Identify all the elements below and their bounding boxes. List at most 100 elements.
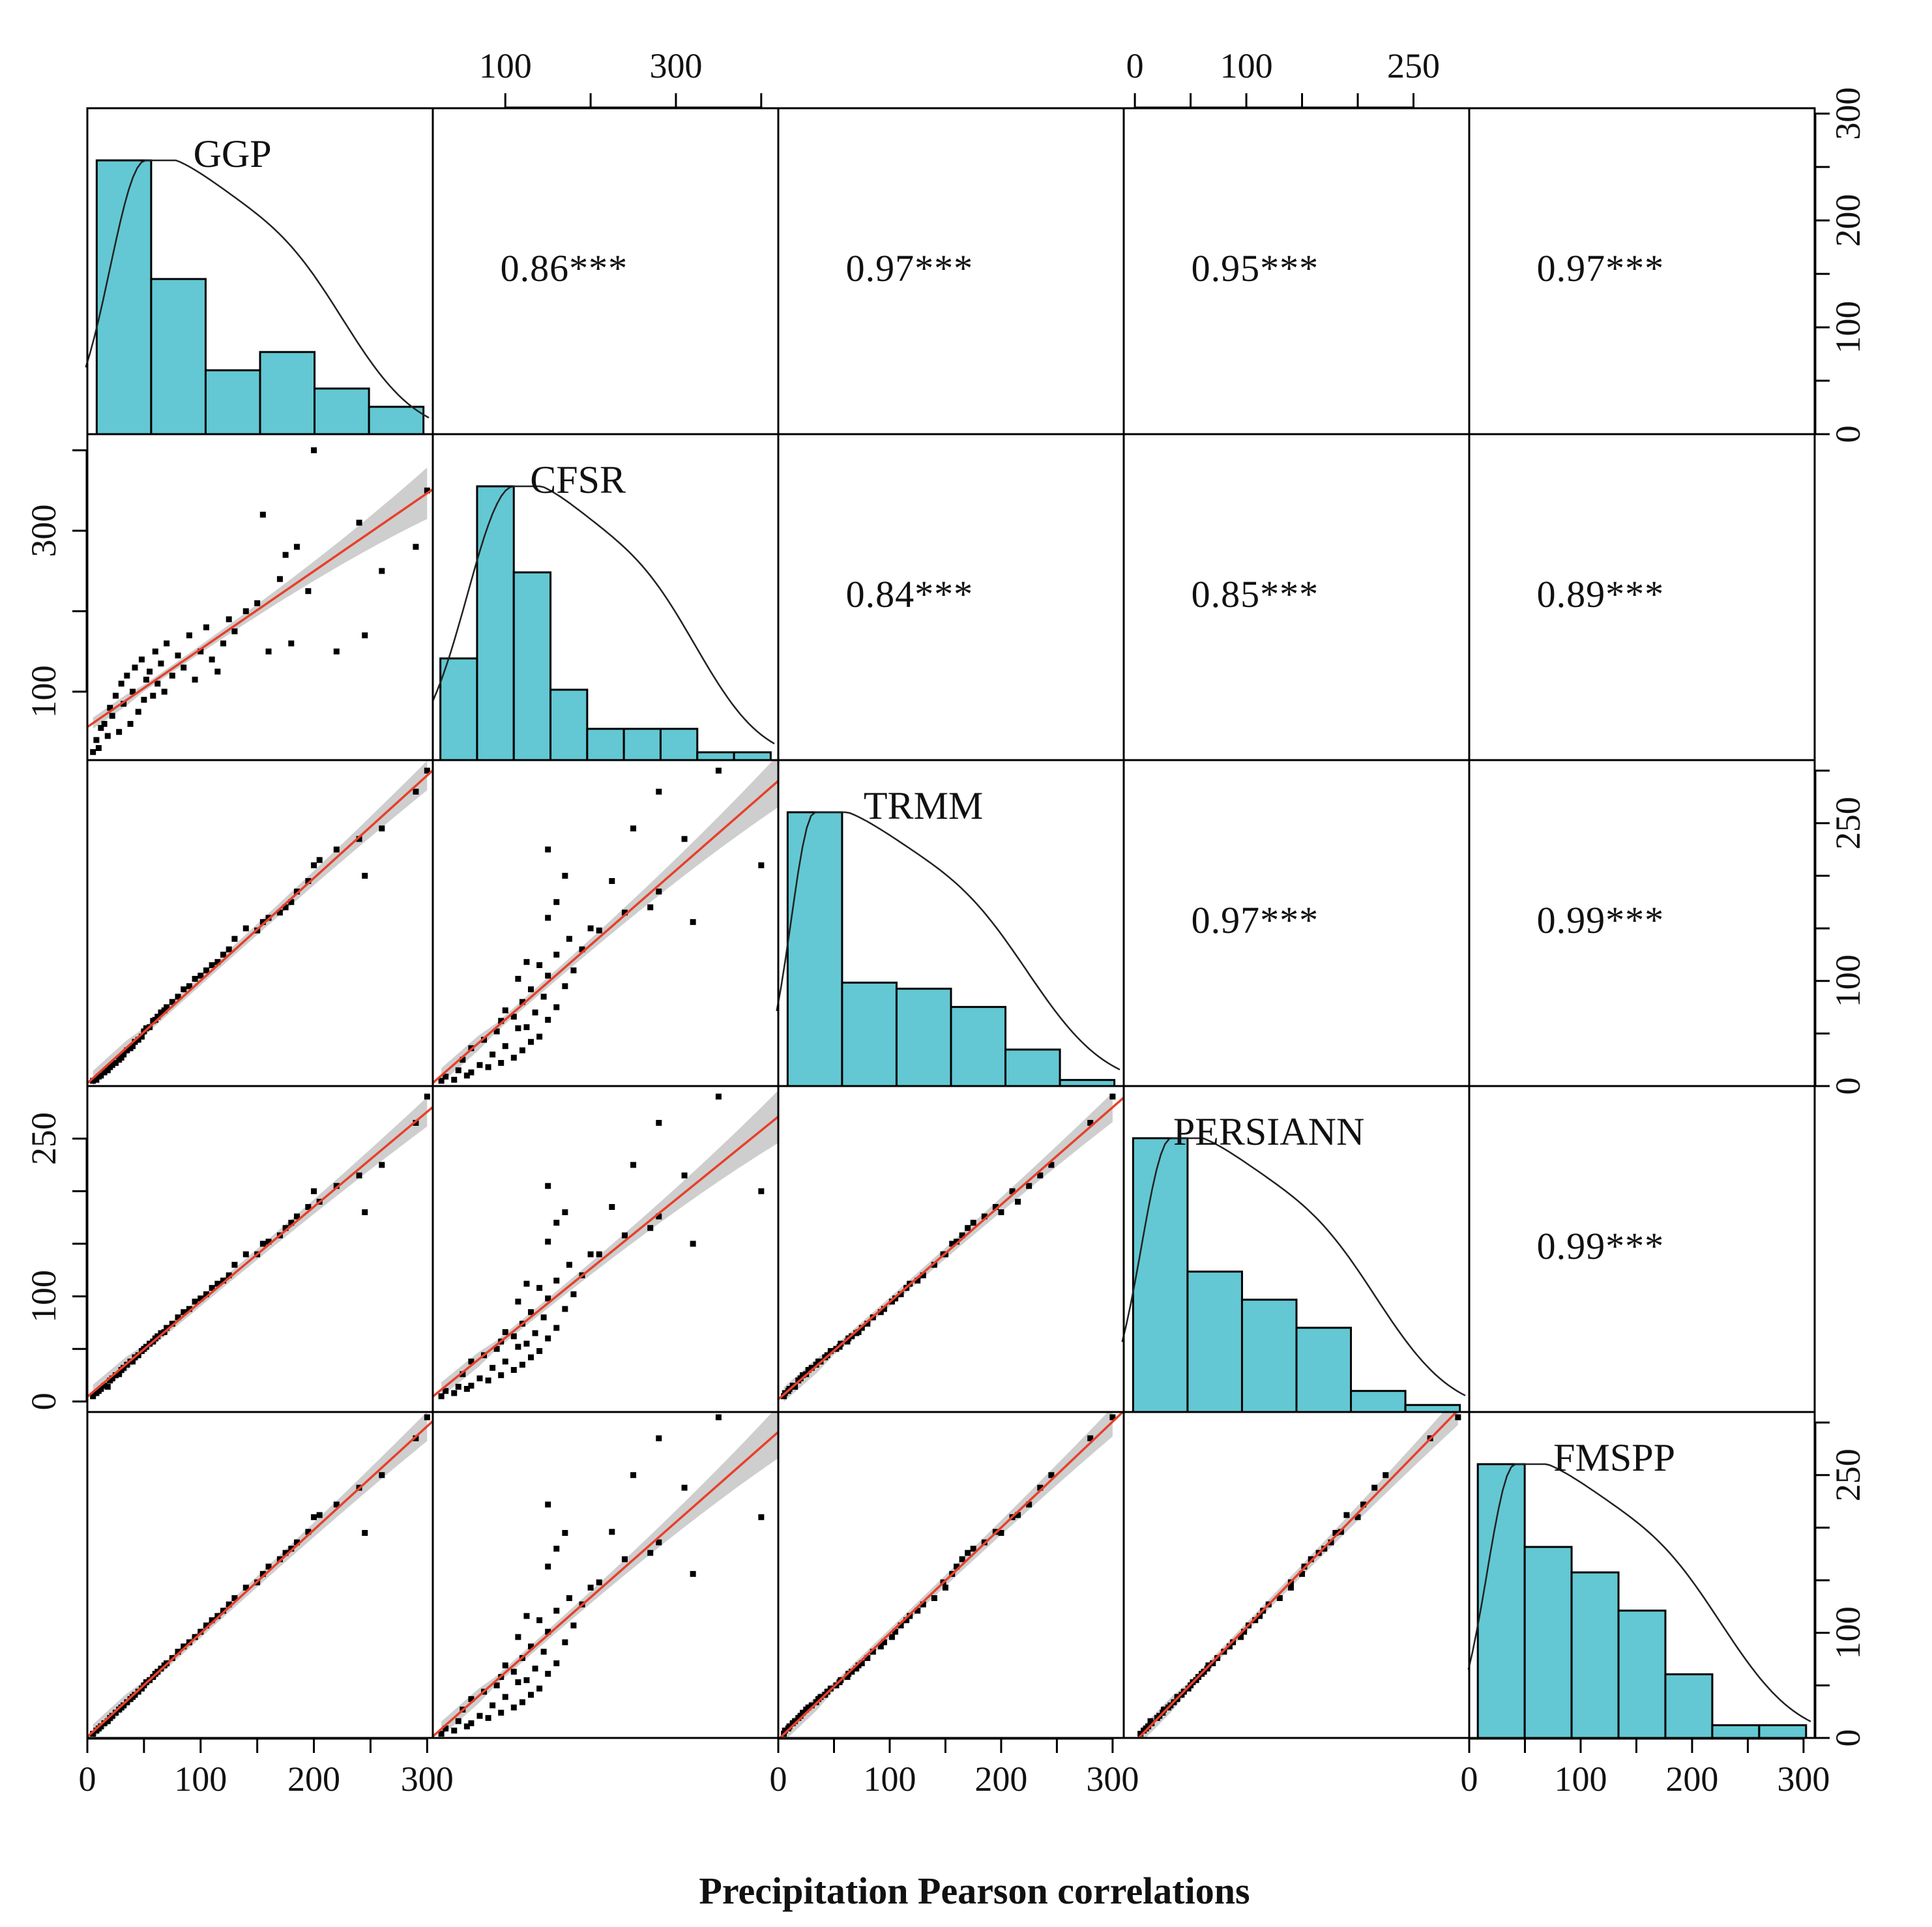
- tick-label: 300: [649, 46, 702, 85]
- data-point: [920, 1272, 926, 1278]
- data-point: [797, 1713, 804, 1719]
- data-point: [118, 681, 124, 687]
- data-point: [545, 1295, 551, 1302]
- data-point: [242, 925, 249, 932]
- data-point: [609, 1203, 615, 1210]
- tick-label: 0: [1126, 46, 1144, 85]
- data-point: [536, 1617, 543, 1623]
- data-point: [288, 1220, 295, 1226]
- data-point: [161, 688, 168, 695]
- data-point: [527, 1692, 534, 1698]
- tick-label: 0: [1828, 426, 1867, 443]
- data-point: [203, 624, 209, 630]
- data-point: [1015, 1512, 1021, 1518]
- histogram-bar: [696, 751, 735, 761]
- data-point: [523, 1613, 530, 1619]
- panel-fmspp-persiann: [1122, 1411, 1471, 1739]
- data-point: [214, 1613, 221, 1619]
- data-point: [855, 1329, 862, 1335]
- data-point: [282, 1225, 289, 1231]
- x-axis-bottom-ggp: 0 100 200 300: [79, 1737, 454, 1799]
- data-point: [451, 1076, 458, 1083]
- data-point: [1137, 1731, 1144, 1737]
- data-point: [265, 1563, 272, 1570]
- data-point: [493, 1346, 500, 1352]
- data-point: [152, 1016, 158, 1023]
- histogram-bar: [368, 405, 425, 435]
- density-curve: [432, 485, 775, 744]
- data-point: [920, 1601, 926, 1608]
- data-point: [781, 1393, 787, 1400]
- data-point: [630, 1162, 637, 1168]
- histogram-bar: [512, 571, 552, 761]
- data-point: [203, 967, 209, 974]
- data-point: [101, 1720, 108, 1726]
- tick-label: 0: [24, 1392, 63, 1410]
- data-point: [485, 1064, 491, 1070]
- data-point: [562, 983, 568, 990]
- data-point: [192, 1299, 198, 1305]
- data-point: [490, 1052, 496, 1058]
- data-point: [485, 1714, 491, 1721]
- data-point: [161, 1007, 168, 1014]
- data-point: [220, 1608, 227, 1614]
- data-point: [316, 857, 323, 863]
- tick-label: 200: [1665, 1759, 1718, 1799]
- y-axis-right-fmspp: 0 100 250: [1814, 1421, 1867, 1747]
- data-point: [104, 733, 111, 739]
- data-point: [175, 1649, 181, 1655]
- density-curve: [1467, 1463, 1811, 1722]
- data-point: [800, 1372, 806, 1379]
- data-point: [220, 1277, 227, 1284]
- panel-frame: [432, 1085, 780, 1413]
- data-point: [311, 447, 317, 454]
- data-point: [1109, 1093, 1116, 1100]
- data-point: [498, 1060, 505, 1066]
- data-point: [101, 1383, 108, 1389]
- data-point: [898, 1291, 904, 1297]
- data-point: [596, 1251, 602, 1258]
- data-point: [1371, 1484, 1378, 1491]
- data-point: [104, 1718, 111, 1724]
- data-point: [545, 1183, 551, 1189]
- data-point: [460, 1371, 466, 1377]
- tick-label: 300: [1086, 1759, 1139, 1799]
- data-point: [101, 1069, 108, 1076]
- panel-persiann-persiann: PERSIANN: [1121, 1085, 1471, 1413]
- data-point: [164, 1004, 170, 1010]
- panel-grid: GGP 0.86*** 0.97*** 0.95*** 0.97*** CFSR 0.84*…: [24, 46, 1867, 1799]
- data-point: [805, 1366, 812, 1373]
- data-point: [175, 993, 181, 1000]
- data-point: [502, 1662, 508, 1669]
- y-axis-right-ggp: 0 100 200 300: [1814, 87, 1867, 443]
- histogram-bar: [622, 728, 662, 761]
- data-point: [481, 1037, 488, 1043]
- histogram-bar: [1404, 1404, 1461, 1413]
- histogram-bar: [150, 278, 207, 435]
- data-point: [786, 1723, 793, 1729]
- panel-trmm-cfsr: [432, 759, 780, 1087]
- data-point: [898, 1622, 904, 1628]
- panel-persiann-trmm: [777, 1085, 1125, 1413]
- data-point: [510, 1366, 517, 1373]
- variable-label-fmspp: FMSPP: [1553, 1436, 1675, 1479]
- correlation-label: 0.85***: [1192, 573, 1319, 615]
- data-point: [609, 877, 615, 884]
- data-point: [515, 1634, 521, 1640]
- data-point: [463, 1723, 470, 1729]
- confidence-band: [93, 467, 428, 729]
- tick-label: 100: [863, 1759, 916, 1799]
- histogram-bar: [1758, 1724, 1808, 1739]
- data-point: [311, 1188, 317, 1194]
- data-point: [130, 688, 136, 695]
- data-point: [527, 1643, 534, 1650]
- data-point: [570, 1291, 577, 1297]
- data-point: [121, 1364, 127, 1371]
- panel-cfsr-persiann: 0.85***: [1122, 433, 1471, 761]
- data-point: [95, 744, 102, 751]
- tick-label: 250: [1828, 797, 1867, 849]
- tick-label: 250: [1828, 1449, 1867, 1501]
- data-point: [562, 1209, 568, 1216]
- data-point: [1276, 1595, 1283, 1601]
